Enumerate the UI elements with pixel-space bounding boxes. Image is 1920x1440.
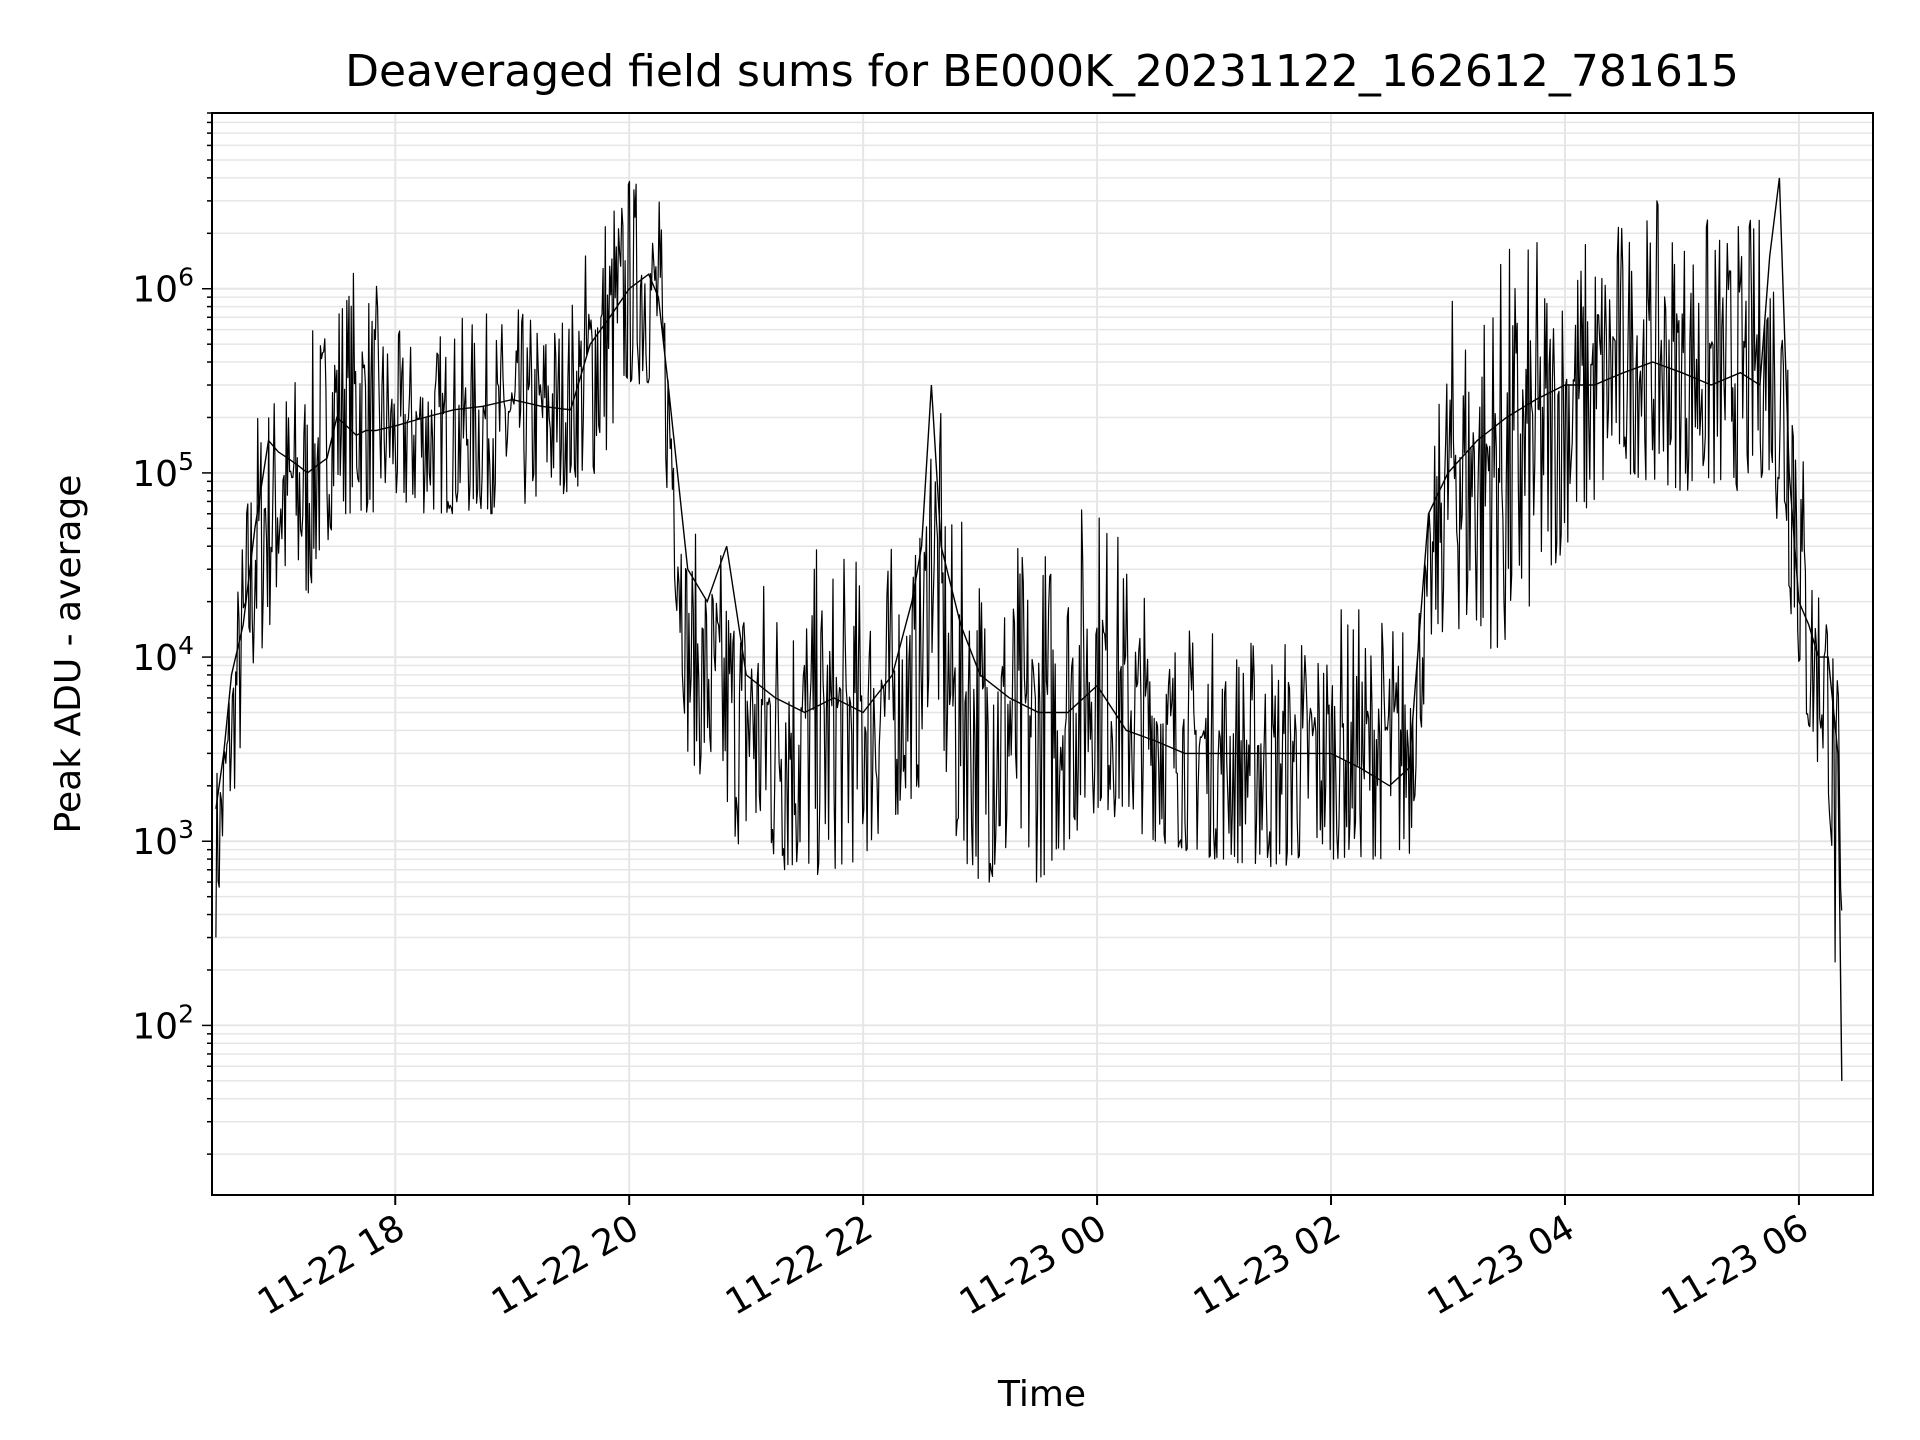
series-line [215, 177, 1843, 1081]
y-tick-label: 103 [132, 815, 194, 863]
x-tick-label: 11-23 06 [1655, 1207, 1816, 1323]
chart-title: Deaveraged field sums for BE000K_2023112… [345, 46, 1739, 97]
x-axis-label: Time [997, 1374, 1086, 1415]
y-tick-label: 106 [132, 263, 194, 311]
plot-frame [211, 112, 1874, 1196]
x-tick-label: 11-23 04 [1421, 1207, 1582, 1323]
y-tick-label: 105 [132, 447, 194, 495]
x-tick-label: 11-23 00 [953, 1207, 1114, 1323]
series-layer [215, 177, 1843, 1081]
y-axis: 102 103 104 105 106 [132, 112, 212, 1155]
x-tick-label: 11-22 20 [485, 1207, 646, 1323]
x-tick-label: 11-23 02 [1187, 1207, 1348, 1323]
x-tick-label: 11-22 22 [719, 1207, 880, 1323]
x-axis: 11-22 18 11-22 20 11-22 22 11-23 00 11-23 02… [251, 1195, 1815, 1324]
series-noise-trace [215, 180, 1843, 963]
y-axis-label: Peak ADU - average [48, 475, 89, 834]
x-tick-label: 11-22 18 [251, 1207, 412, 1323]
y-tick-label: 104 [132, 631, 194, 679]
y-tick-label: 102 [132, 999, 194, 1047]
